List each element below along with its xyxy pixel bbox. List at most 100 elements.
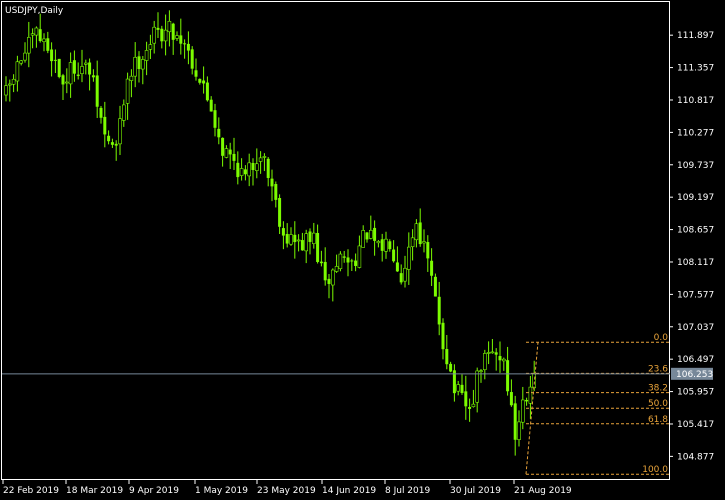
y-tick-label: 106.497	[677, 355, 714, 365]
candle-body	[46, 38, 50, 51]
y-tick-label: 111.357	[677, 64, 714, 74]
candle-body	[133, 56, 137, 77]
candle-body	[34, 27, 39, 36]
candle-body	[11, 78, 16, 85]
candle-body	[346, 257, 350, 263]
candle-body	[532, 373, 537, 389]
y-tick-label: 110.817	[677, 96, 714, 106]
candles-layer	[4, 10, 537, 456]
candle-body	[376, 241, 381, 244]
candle-body	[99, 107, 103, 118]
x-tick-label: 8 Jul 2019	[385, 486, 430, 496]
fib-level-label: 50.0	[648, 399, 668, 409]
current-price-tag: 106.253	[671, 367, 713, 380]
candle-body	[19, 60, 24, 64]
candle-body	[266, 158, 270, 178]
candle-body	[456, 384, 461, 392]
candle-body	[403, 267, 407, 282]
candle-body	[258, 157, 263, 162]
candle-body	[141, 59, 145, 70]
candle-body	[171, 23, 175, 40]
candle-body	[160, 28, 164, 42]
candle-body	[354, 260, 358, 266]
candle-body	[418, 222, 422, 245]
candle-body	[8, 83, 12, 86]
candle-body	[23, 52, 27, 61]
candle-body	[460, 384, 464, 394]
candle-body	[490, 351, 495, 354]
candle-body	[513, 403, 517, 440]
candle-body	[426, 242, 430, 259]
candle-body	[198, 78, 202, 83]
candle-body	[217, 128, 221, 138]
candle-body	[53, 59, 57, 61]
candle-body	[270, 178, 274, 187]
candle-body	[327, 278, 331, 284]
fib-level-label: 23.6	[648, 364, 668, 374]
candle-body	[468, 406, 472, 409]
y-tick-label: 107.577	[677, 290, 714, 300]
y-tick-label: 104.877	[677, 452, 714, 462]
candle-body	[330, 269, 335, 286]
candle-body	[437, 296, 441, 325]
candle-body	[251, 162, 255, 170]
candle-body	[26, 37, 31, 54]
candle-body	[118, 118, 122, 145]
candle-body	[57, 58, 61, 77]
candle-body	[88, 62, 92, 75]
candle-body	[361, 230, 366, 248]
candle-body	[221, 137, 225, 156]
candle-body	[365, 232, 369, 240]
candle-body	[243, 169, 247, 175]
candle-body	[388, 241, 392, 250]
candle-body	[357, 245, 362, 268]
candle-body	[501, 358, 506, 362]
candle-body	[368, 229, 373, 239]
y-tick-label: 105.417	[677, 420, 714, 430]
plot-frame	[1, 1, 670, 480]
candle-body	[144, 50, 149, 61]
fib-level-label: 38.2	[648, 384, 668, 394]
candle-body	[399, 273, 403, 283]
candle-body	[316, 232, 320, 262]
candle-body	[167, 20, 172, 33]
svg-text:106.253: 106.253	[676, 370, 713, 380]
candle-body	[304, 233, 309, 252]
candle-body	[517, 421, 521, 440]
x-tick-label: 1 May 2019	[195, 486, 248, 496]
candle-body	[338, 253, 343, 269]
candle-body	[323, 261, 327, 281]
x-tick-label: 14 Jun 2019	[322, 486, 376, 496]
candle-body	[228, 149, 232, 155]
candle-body	[209, 99, 213, 112]
x-tick-label: 22 Feb 2019	[3, 486, 59, 496]
candle-body	[498, 356, 502, 361]
candle-body	[449, 363, 453, 372]
candle-body	[175, 35, 179, 39]
candle-body	[129, 75, 134, 81]
candle-body	[509, 392, 513, 406]
candle-body	[342, 256, 346, 258]
candle-body	[156, 27, 160, 30]
y-tick-label: 108.657	[677, 226, 714, 236]
candle-body	[430, 260, 434, 276]
candle-body	[262, 156, 267, 158]
candle-body	[293, 234, 297, 243]
y-tick-label: 107.037	[677, 323, 714, 333]
candle-body	[422, 241, 426, 244]
y-tick-label: 110.277	[677, 128, 714, 138]
y-tick-label: 108.117	[677, 258, 714, 268]
chart-title: USDJPY,Daily	[5, 6, 64, 16]
candle-body	[334, 266, 339, 272]
candle-body	[213, 110, 217, 128]
candle-body	[311, 232, 316, 244]
candle-body	[350, 260, 354, 262]
candle-body	[296, 239, 301, 242]
candle-body	[202, 80, 206, 84]
candle-body	[38, 29, 42, 42]
candle-body	[247, 162, 251, 177]
candle-body	[137, 56, 141, 70]
candle-body	[205, 82, 209, 101]
